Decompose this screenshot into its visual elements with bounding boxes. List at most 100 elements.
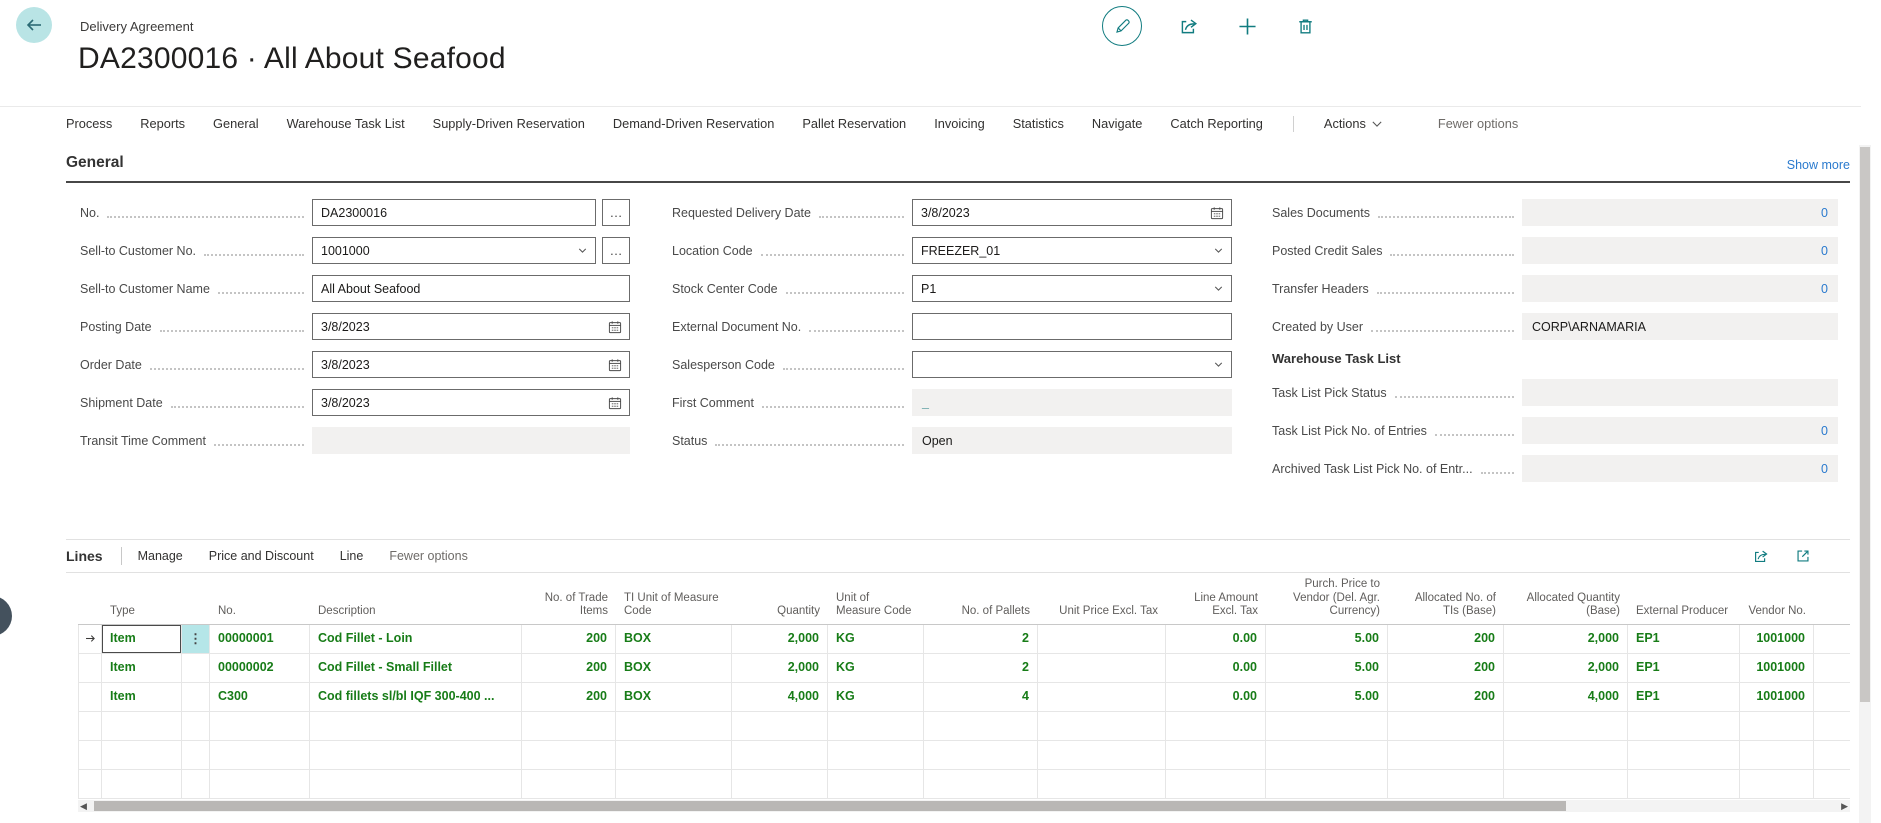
cell-pallets[interactable] [924, 770, 1038, 798]
row-selector[interactable] [78, 654, 102, 682]
lines-fewer-options-button[interactable]: Fewer options [389, 549, 468, 563]
delete-button[interactable] [1295, 16, 1316, 37]
cell-ti-uom[interactable] [616, 741, 732, 769]
cell-line-amount[interactable] [1166, 770, 1266, 798]
cell-purch-price[interactable] [1266, 712, 1388, 740]
cell-vendor[interactable] [1740, 741, 1814, 769]
cell-quantity[interactable]: 2,000 [732, 654, 828, 682]
col-header-trade-items[interactable]: No. of Trade Items [544, 591, 608, 618]
cell-quantity[interactable]: 2,000 [732, 625, 828, 653]
actions-menu[interactable]: Actions [1324, 116, 1382, 131]
cell-alloc-qty[interactable] [1504, 712, 1628, 740]
col-header-ti-uom[interactable]: TI Unit of Measure Code [624, 591, 719, 618]
cell-no[interactable] [210, 712, 310, 740]
cell-no[interactable]: 00000002 [210, 654, 310, 682]
cell-line-amount[interactable] [1166, 712, 1266, 740]
cell-pallets[interactable]: 2 [924, 625, 1038, 653]
cell-no[interactable] [210, 741, 310, 769]
cell-ti-uom[interactable] [616, 712, 732, 740]
cell-ti-uom[interactable]: BOX [616, 683, 732, 711]
cell-quantity[interactable]: 4,000 [732, 683, 828, 711]
cell-producer[interactable] [1628, 741, 1740, 769]
sell-to-customer-no-assist-button[interactable]: … [602, 237, 630, 264]
row-selector[interactable] [78, 683, 102, 711]
col-header-vendor[interactable]: Vendor No. [1748, 605, 1806, 618]
ribbon-item-general[interactable]: General [213, 116, 259, 131]
cell-vendor[interactable]: 1001000 [1740, 625, 1814, 653]
cell-alloc-tis[interactable]: 200 [1388, 654, 1504, 682]
ribbon-item-warehouse-task-list[interactable]: Warehouse Task List [286, 116, 405, 131]
col-header-line-amount[interactable]: Line Amount Excl. Tax [1194, 591, 1258, 618]
col-header-description[interactable]: Description [318, 605, 376, 618]
col-header-purch-price[interactable]: Purch. Price to Vendor (Del. Agr. Curren… [1293, 578, 1380, 618]
cell-line-amount[interactable]: 0.00 [1166, 625, 1266, 653]
cell-alloc-tis[interactable] [1388, 712, 1504, 740]
cell-purch-price[interactable]: 5.00 [1266, 654, 1388, 682]
requested-delivery-date-input[interactable]: 3/8/2023 [912, 199, 1232, 226]
row-menu-button[interactable] [182, 683, 210, 711]
chevron-down-icon[interactable] [1210, 358, 1227, 371]
row-menu-button[interactable] [182, 654, 210, 682]
cell-alloc-qty[interactable]: 2,000 [1504, 625, 1628, 653]
cell-type[interactable] [102, 770, 182, 798]
cell-purch-price[interactable]: 5.00 [1266, 683, 1388, 711]
col-header-producer[interactable]: External Producer [1636, 605, 1729, 618]
vertical-scroll-thumb[interactable] [1860, 147, 1870, 702]
calendar-icon[interactable] [605, 357, 625, 373]
cell-quantity[interactable] [732, 741, 828, 769]
task-list-pick-no-of-entries-value[interactable]: 0 [1522, 417, 1838, 444]
cell-producer[interactable] [1628, 712, 1740, 740]
horizontal-scroll-thumb[interactable] [94, 801, 1566, 811]
cell-no[interactable]: 00000001 [210, 625, 310, 653]
cell-type[interactable]: Item [102, 654, 182, 682]
cell-no[interactable] [210, 770, 310, 798]
lines-menu-manage[interactable]: Manage [137, 549, 183, 563]
row-selector[interactable] [78, 770, 102, 798]
chevron-down-icon[interactable] [1210, 244, 1227, 257]
lines-menu-line[interactable]: Line [339, 549, 364, 563]
cell-alloc-tis[interactable] [1388, 770, 1504, 798]
row-selector[interactable] [78, 741, 102, 769]
cell-alloc-tis[interactable]: 200 [1388, 683, 1504, 711]
cell-unit-price[interactable] [1038, 712, 1166, 740]
cell-unit-price[interactable] [1038, 770, 1166, 798]
ribbon-item-pallet-reservation[interactable]: Pallet Reservation [802, 116, 907, 131]
new-button[interactable] [1236, 15, 1259, 38]
cell-ti-uom[interactable] [616, 770, 732, 798]
lines-focus-mode-button[interactable] [1794, 547, 1812, 565]
col-header-type[interactable]: Type [110, 605, 135, 618]
cell-description[interactable]: Cod Fillet - Small Fillet [310, 654, 522, 682]
cell-description[interactable]: Cod Fillet - Loin [310, 625, 522, 653]
cell-producer[interactable]: EP1 [1628, 654, 1740, 682]
cell-alloc-tis[interactable] [1388, 741, 1504, 769]
no-assist-button[interactable]: … [602, 199, 630, 226]
cell-uom[interactable] [828, 770, 924, 798]
ribbon-item-reports[interactable]: Reports [140, 116, 186, 131]
shipment-date-input[interactable]: 3/8/2023 [312, 389, 630, 416]
cell-purch-price[interactable] [1266, 770, 1388, 798]
cell-description[interactable] [310, 741, 522, 769]
cell-uom[interactable]: KG [828, 625, 924, 653]
calendar-icon[interactable] [605, 319, 625, 335]
cell-pallets[interactable]: 4 [924, 683, 1038, 711]
col-header-alloc-tis[interactable]: Allocated No. of TIs (Base) [1414, 591, 1496, 618]
transfer-headers-value[interactable]: 0 [1522, 275, 1838, 302]
sales-documents-value[interactable]: 0 [1522, 199, 1838, 226]
page-vertical-scrollbar[interactable] [1859, 145, 1871, 823]
chevron-down-icon[interactable] [574, 244, 591, 257]
cell-no[interactable]: C300 [210, 683, 310, 711]
cell-ti-uom[interactable]: BOX [616, 654, 732, 682]
ribbon-item-supply-driven-reservation[interactable]: Supply-Driven Reservation [432, 116, 585, 131]
lines-share-button[interactable] [1752, 547, 1770, 565]
cell-producer[interactable]: EP1 [1628, 625, 1740, 653]
cell-type[interactable] [102, 712, 182, 740]
fewer-options-button[interactable]: Fewer options [1437, 116, 1519, 131]
cell-purch-price[interactable] [1266, 741, 1388, 769]
cell-description[interactable] [310, 712, 522, 740]
cell-line-amount[interactable]: 0.00 [1166, 654, 1266, 682]
cell-alloc-tis[interactable]: 200 [1388, 625, 1504, 653]
cell-producer[interactable] [1628, 770, 1740, 798]
cell-alloc-qty[interactable]: 4,000 [1504, 683, 1628, 711]
cell-pallets[interactable]: 2 [924, 654, 1038, 682]
external-document-no-input[interactable] [912, 313, 1232, 340]
